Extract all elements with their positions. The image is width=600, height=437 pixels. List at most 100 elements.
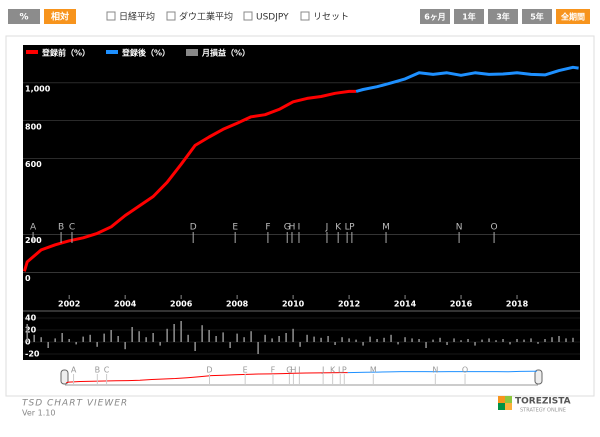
pl-bar <box>474 342 476 346</box>
pl-bar <box>187 334 189 342</box>
pl-bar <box>516 339 518 342</box>
pl-bar <box>103 333 105 342</box>
navigator-event-label: N <box>432 366 438 375</box>
event-label: I <box>298 223 301 233</box>
overlay-label[interactable]: ダウ工業平均 <box>179 11 233 23</box>
navigator-event-label: M <box>370 366 377 375</box>
pl-bar <box>362 342 364 346</box>
y-tick-label: 0 <box>25 274 31 283</box>
period-button-label[interactable]: 6ヶ月 <box>424 13 446 22</box>
pl-bar <box>292 328 294 342</box>
x-tick-label: 2008 <box>226 300 249 309</box>
pl-bar <box>159 342 161 346</box>
pl-bar <box>502 339 504 342</box>
pl-bar <box>509 342 511 345</box>
logo-text: TOREZISTA <box>515 397 571 407</box>
pl-bar <box>166 328 168 342</box>
pl-bar <box>229 342 231 348</box>
pl-bar <box>432 339 434 342</box>
pl-bar <box>117 336 119 342</box>
navigator-handle[interactable] <box>534 369 543 385</box>
overlay-label[interactable]: 日経平均 <box>119 11 155 23</box>
overlay-label[interactable]: リセット <box>313 12 349 23</box>
period-button-label[interactable]: 1年 <box>462 12 476 22</box>
pl-bar <box>446 342 448 345</box>
pl-bar <box>250 331 252 342</box>
logo-icon <box>505 403 512 410</box>
period-button[interactable] <box>522 9 552 24</box>
period-button[interactable] <box>420 9 450 24</box>
pl-bar <box>271 338 273 342</box>
period-button[interactable] <box>454 9 484 24</box>
overlay-label[interactable]: USDJPY <box>256 13 289 23</box>
period-button[interactable] <box>488 9 518 24</box>
event-label: B <box>58 223 64 233</box>
pl-bar <box>201 325 203 342</box>
pl-bar <box>180 321 182 342</box>
event-label: P <box>349 223 355 233</box>
pl-bar <box>26 324 28 342</box>
pl-bar <box>194 342 196 351</box>
event-label: H <box>289 223 296 233</box>
navigator-event-label: K <box>330 366 336 375</box>
period-button-label[interactable]: 全期間 <box>560 12 585 22</box>
navigator <box>60 364 544 386</box>
pl-bar <box>257 342 259 354</box>
period-button-label[interactable]: 3年 <box>496 12 510 22</box>
x-tick-label: 2010 <box>282 300 305 309</box>
pl-bar <box>523 339 525 342</box>
y-tick-label: 600 <box>25 160 42 169</box>
mode-button-label[interactable]: % <box>19 13 28 23</box>
x-tick-label: 2006 <box>170 300 193 309</box>
footer-version: Ver 1.10 <box>22 409 55 418</box>
event-label: A <box>30 223 37 233</box>
plot-background <box>23 45 580 360</box>
mode-button-label[interactable]: 相対 <box>51 11 69 23</box>
overlay-checkbox[interactable] <box>106 11 116 21</box>
event-label: J <box>325 223 329 233</box>
pl-bar <box>481 339 483 342</box>
pl-bar <box>572 337 574 342</box>
navigator-event-label: B <box>95 366 101 375</box>
pl-bar <box>278 336 280 342</box>
logo-icon <box>498 396 505 403</box>
event-label: G <box>284 223 291 233</box>
period-button-label[interactable]: 5年 <box>530 12 544 22</box>
pl-bar <box>222 332 224 342</box>
logo-subtext: STRATEGY ONLINE <box>520 408 566 414</box>
overlay-checkbox[interactable] <box>166 11 176 21</box>
pl-bar <box>236 333 238 342</box>
pl-bar <box>495 340 497 342</box>
pl-bar <box>355 339 357 342</box>
mode-button[interactable] <box>8 9 40 24</box>
period-button[interactable] <box>556 9 590 24</box>
pl-bar <box>439 337 441 342</box>
overlay-checkbox[interactable] <box>243 11 253 21</box>
event-label: C <box>69 223 75 233</box>
event-label: M <box>382 223 390 233</box>
pl-bar <box>124 342 126 350</box>
mode-button[interactable] <box>44 9 76 24</box>
pl-bar <box>208 330 210 342</box>
pl-bar <box>488 338 490 342</box>
x-tick-label: 2002 <box>58 300 80 309</box>
navigator-handle[interactable] <box>60 369 69 385</box>
pl-bar <box>334 342 336 345</box>
legend-swatch <box>106 50 118 54</box>
footer-title: TSD CHART VIEWER <box>22 399 128 409</box>
legend-label: 登録後（%） <box>121 48 170 58</box>
x-tick-label: 2016 <box>450 300 473 309</box>
y-tick-label: 1,000 <box>25 84 51 93</box>
pl-bar <box>327 336 329 342</box>
overlay-checkbox[interactable] <box>300 11 310 21</box>
y-tick-label: 40 <box>25 314 37 323</box>
x-tick-label: 2014 <box>394 300 417 309</box>
pl-bar <box>40 337 42 342</box>
pl-bar <box>453 338 455 342</box>
navigator-event-label: J <box>321 366 324 375</box>
navigator-event-label: C <box>104 366 110 375</box>
y-tick-label: 0 <box>25 338 31 347</box>
pl-bar <box>537 342 539 344</box>
navigator-event-label: F <box>271 366 276 375</box>
navigator-event-label: I <box>298 366 300 375</box>
